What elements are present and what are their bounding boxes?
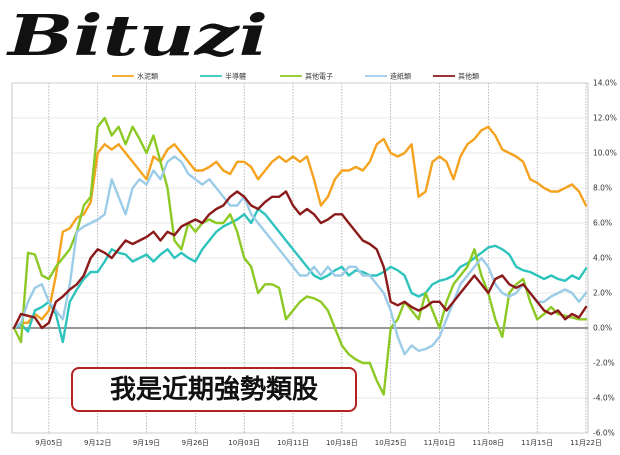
y-axis-ticks: 14.0% 12.0% 10.0% 8.0% 6.0% 4.0% 2.0% 0.0% -2.0%… (593, 79, 617, 438)
series-line-1 (12, 207, 588, 344)
y-tick-label: 12.0% (593, 114, 617, 123)
series-lines (12, 116, 588, 396)
y-tick-label: 14.0% (593, 79, 617, 88)
x-tick-label: 11月22日 (570, 439, 602, 447)
y-tick-label: -2.0% (593, 359, 615, 368)
x-tick-label: 11月01日 (424, 439, 456, 447)
legend-item: 半導體 (200, 72, 246, 81)
x-tick-label: 11月15日 (521, 439, 553, 447)
series-line-2 (12, 116, 588, 396)
x-tick-label: 9月12日 (84, 439, 111, 447)
series-line-3 (12, 155, 588, 356)
legend-label: 其他類 (458, 72, 479, 81)
y-tick-label: -4.0% (593, 394, 615, 403)
logo: Bituzi (5, 3, 268, 69)
x-tick-label: 10月11日 (277, 439, 309, 447)
legend-label: 造紙類 (390, 72, 411, 81)
series-line-4 (12, 190, 588, 330)
x-tick-label: 10月18日 (326, 439, 358, 447)
legend-item: 其他類 (433, 72, 479, 81)
legend-label: 半導體 (225, 72, 246, 81)
x-tick-label: 10月03日 (228, 439, 260, 447)
x-tick-label: 11月08日 (472, 439, 504, 447)
series-line-0 (12, 125, 588, 330)
x-tick-label: 9月26日 (182, 439, 209, 447)
x-axis-ticks: 9月05日 9月12日 9月19日 9月26日 10月03日 10月11日 10月18日 10… (35, 439, 602, 447)
legend: 水泥類 半導體 其他電子 造紙類 其他類 (112, 72, 479, 81)
x-tick-label: 9月05日 (35, 439, 62, 447)
x-tick-label: 9月19日 (133, 439, 160, 447)
y-tick-label: 8.0% (593, 184, 612, 193)
legend-item: 造紙類 (365, 72, 411, 81)
annotation-box: 我是近期強勢類股 (71, 367, 357, 412)
y-tick-label: 6.0% (593, 219, 612, 228)
y-tick-label: 0.0% (593, 324, 612, 333)
legend-label: 其他電子 (305, 72, 333, 81)
legend-item: 其他電子 (280, 72, 333, 81)
logo-text: Bituzi (5, 3, 268, 69)
legend-label: 水泥類 (137, 72, 158, 81)
y-tick-label: -6.0% (593, 429, 615, 438)
x-tick-label: 10月25日 (375, 439, 407, 447)
y-tick-label: 2.0% (593, 289, 612, 298)
legend-item: 水泥類 (112, 72, 158, 81)
y-tick-label: 4.0% (593, 254, 612, 263)
y-tick-label: 10.0% (593, 149, 617, 158)
annotation-text: 我是近期強勢類股 (110, 375, 318, 405)
